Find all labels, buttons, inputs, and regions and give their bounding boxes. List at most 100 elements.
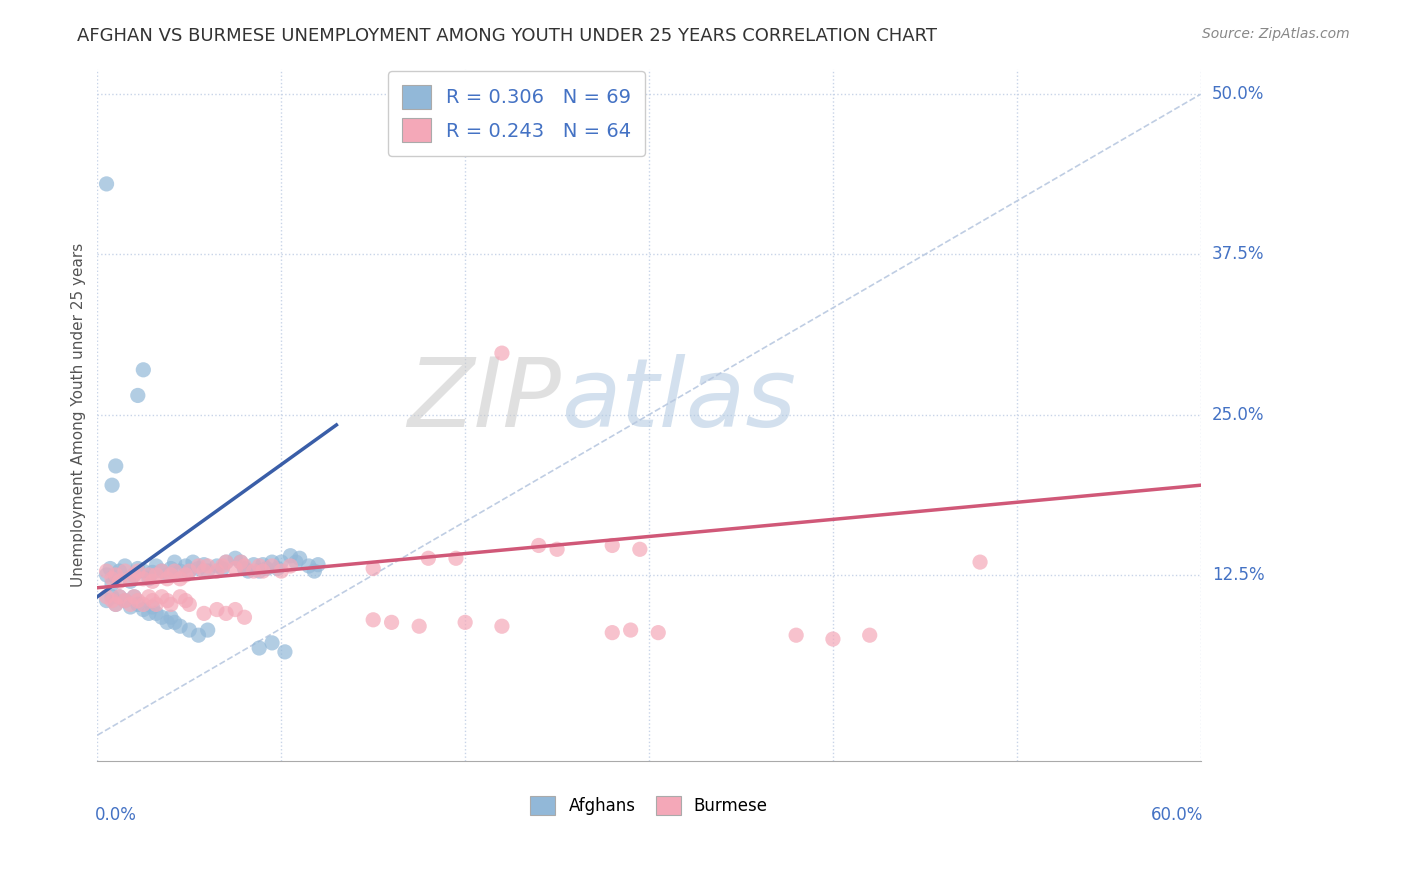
- Point: [298, 558, 321, 573]
- Y-axis label: Unemployment Among Youth under 25 years: Unemployment Among Youth under 25 years: [72, 243, 86, 587]
- Point: [270, 555, 292, 569]
- Text: Source: ZipAtlas.com: Source: ZipAtlas.com: [1202, 27, 1350, 41]
- Point: [122, 568, 145, 582]
- Point: [418, 551, 440, 566]
- Point: [205, 558, 228, 573]
- Point: [256, 561, 278, 575]
- Point: [274, 645, 297, 659]
- Point: [156, 568, 179, 582]
- Point: [193, 564, 215, 578]
- Point: [491, 619, 513, 633]
- Point: [156, 593, 179, 607]
- Text: AFGHAN VS BURMESE UNEMPLOYMENT AMONG YOUTH UNDER 25 YEARS CORRELATION CHART: AFGHAN VS BURMESE UNEMPLOYMENT AMONG YOU…: [77, 27, 938, 45]
- Point: [127, 598, 149, 612]
- Point: [187, 628, 209, 642]
- Point: [174, 558, 197, 573]
- Point: [491, 346, 513, 360]
- Point: [169, 572, 191, 586]
- Point: [197, 558, 219, 573]
- Point: [969, 555, 991, 569]
- Point: [260, 636, 283, 650]
- Point: [233, 610, 256, 624]
- Point: [160, 568, 183, 582]
- Point: [127, 388, 149, 402]
- Text: 0.0%: 0.0%: [96, 805, 136, 824]
- Point: [104, 458, 127, 473]
- Point: [179, 623, 201, 637]
- Point: [628, 542, 651, 557]
- Point: [266, 561, 288, 575]
- Point: [546, 542, 568, 557]
- Point: [247, 640, 270, 655]
- Point: [141, 599, 163, 614]
- Point: [233, 561, 256, 575]
- Text: 60.0%: 60.0%: [1150, 805, 1204, 824]
- Point: [224, 561, 246, 575]
- Point: [101, 478, 124, 492]
- Point: [145, 607, 167, 621]
- Point: [280, 549, 302, 563]
- Point: [150, 590, 173, 604]
- Point: [138, 607, 160, 621]
- Point: [138, 568, 160, 582]
- Point: [96, 590, 118, 604]
- Point: [229, 555, 252, 569]
- Point: [307, 558, 329, 572]
- Point: [132, 363, 155, 377]
- Point: [242, 558, 264, 572]
- Point: [150, 610, 173, 624]
- Point: [127, 561, 149, 575]
- Point: [156, 615, 179, 630]
- Point: [108, 574, 131, 589]
- Point: [145, 598, 167, 612]
- Point: [647, 625, 669, 640]
- Point: [169, 590, 191, 604]
- Point: [163, 555, 186, 569]
- Point: [122, 590, 145, 604]
- Legend: Afghans, Burmese: Afghans, Burmese: [523, 789, 775, 822]
- Point: [132, 598, 155, 612]
- Point: [284, 555, 307, 569]
- Point: [101, 572, 124, 586]
- Point: [187, 558, 209, 573]
- Point: [179, 564, 201, 578]
- Point: [247, 564, 270, 578]
- Point: [527, 538, 550, 552]
- Point: [96, 568, 118, 582]
- Point: [260, 558, 283, 573]
- Point: [381, 615, 404, 630]
- Point: [127, 564, 149, 578]
- Point: [104, 598, 127, 612]
- Point: [224, 551, 246, 566]
- Point: [96, 593, 118, 607]
- Point: [242, 564, 264, 578]
- Point: [104, 598, 127, 612]
- Point: [156, 572, 179, 586]
- Point: [174, 568, 197, 582]
- Point: [233, 558, 256, 573]
- Point: [169, 564, 191, 578]
- Point: [236, 564, 259, 578]
- Point: [122, 590, 145, 604]
- Point: [150, 564, 173, 578]
- Point: [132, 602, 155, 616]
- Point: [408, 619, 430, 633]
- Point: [108, 564, 131, 578]
- Point: [108, 590, 131, 604]
- Point: [215, 555, 238, 569]
- Point: [160, 561, 183, 575]
- Point: [174, 593, 197, 607]
- Point: [193, 607, 215, 621]
- Point: [138, 572, 160, 586]
- Point: [205, 564, 228, 578]
- Point: [252, 558, 274, 572]
- Point: [145, 568, 167, 582]
- Point: [600, 538, 623, 552]
- Point: [104, 568, 127, 582]
- Point: [114, 593, 136, 607]
- Point: [215, 555, 238, 569]
- Point: [163, 615, 186, 630]
- Point: [785, 628, 807, 642]
- Point: [114, 593, 136, 607]
- Point: [127, 593, 149, 607]
